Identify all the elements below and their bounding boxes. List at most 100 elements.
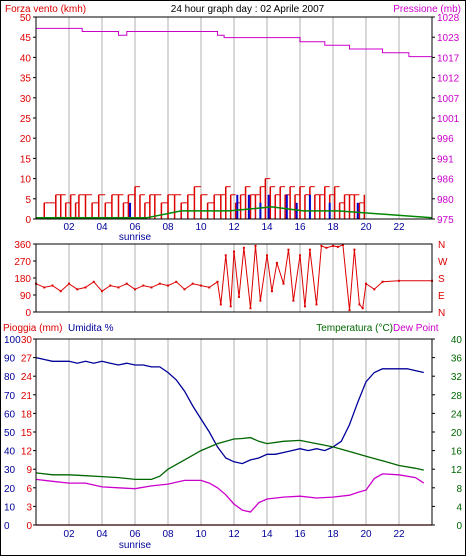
x-tick-label: 12 (228, 222, 240, 233)
temp-tick-label: 0 (456, 521, 462, 532)
x-tick-label: 16 (294, 222, 306, 233)
humidity-tick-label: 70 (4, 391, 16, 402)
temp-tick-label: 16 (451, 447, 463, 458)
wind-direction-point (358, 303, 361, 306)
avg-wind-line (36, 206, 433, 219)
compass-label: E (438, 291, 445, 302)
wind-direction-point (92, 280, 95, 283)
rain-tick-label: 0 (26, 521, 32, 532)
left-tick-label: 15 (20, 154, 32, 165)
right-tick-label: 991 (437, 154, 454, 165)
temp-tick-label: 24 (451, 409, 463, 420)
wind-direction-point (216, 280, 219, 283)
chart-title: 24 hour graph day : 02 Aprile 2007 (171, 4, 325, 15)
wind-direction-point (224, 254, 227, 257)
temp-tick-label: 36 (451, 354, 463, 365)
direction-tick-label: 180 (14, 274, 31, 285)
left-tick-label: 5 (25, 195, 31, 206)
wind-direction-point (43, 286, 46, 289)
wind-direction-point (237, 295, 240, 298)
temp-tick-label: 28 (451, 391, 463, 402)
x-tick-label: 22 (393, 529, 405, 540)
rain-tick-label: 24 (21, 372, 33, 383)
compass-label: N (438, 240, 445, 251)
sunrise-label: sunrise (119, 540, 152, 551)
wind-direction-point (353, 248, 356, 251)
humidity-tick-label: 20 (4, 484, 16, 495)
compass-label: N (438, 308, 445, 319)
plot-border-2 (35, 243, 433, 313)
left-tick-label: 40 (20, 53, 32, 64)
temp-tick-label: 32 (451, 372, 463, 383)
wind-direction-point (287, 248, 290, 251)
wind-direction-point (101, 290, 103, 293)
rain-tick-label: 9 (26, 465, 32, 476)
temp-tick-label: 40 (451, 335, 463, 346)
left-tick-label: 50 (20, 13, 32, 24)
x-tick-label: 20 (360, 529, 372, 540)
rain-tick-label: 12 (21, 447, 33, 458)
left-tick-label: 30 (20, 94, 32, 105)
x-tick-label: 08 (162, 529, 174, 540)
wind-direction-point (84, 286, 87, 289)
rain-tick-label: 18 (21, 409, 33, 420)
wind-direction-point (373, 288, 376, 291)
wind-direction-point (365, 282, 367, 285)
wind-direction-point (308, 248, 311, 251)
wind-direction-point (233, 250, 235, 253)
humidity-tick-label: 30 (4, 465, 16, 476)
right-tick-label: 1017 (437, 53, 460, 64)
sunrise-label: sunrise (119, 232, 152, 243)
wind-direction-point (59, 290, 62, 293)
wind-direction-point (208, 286, 211, 289)
wind-direction-point (266, 254, 268, 257)
wind-direction-point (315, 303, 318, 306)
direction-tick-label: 360 (14, 240, 31, 251)
plot-border-1 (35, 16, 433, 220)
x-tick-label: 04 (96, 222, 108, 233)
rain-tick-label: 30 (21, 335, 33, 346)
direction-tick-label: 0 (25, 308, 31, 319)
wind-direction-point (381, 280, 384, 283)
rain-tick-label: 21 (21, 391, 33, 402)
x-tick-label: 10 (195, 529, 207, 540)
rain-tick-label: 27 (21, 354, 33, 365)
temperature-axis-title: Temperatura (°C) (316, 323, 393, 334)
wind-direction-point (348, 309, 351, 312)
wind-direction-point (134, 288, 136, 291)
plot-border-3 (35, 338, 433, 526)
wind-direction-point (325, 246, 328, 249)
humidity-tick-label: 10 (4, 502, 16, 513)
x-tick-label: 14 (261, 222, 273, 233)
x-tick-label: 18 (327, 529, 339, 540)
wind-direction-point (191, 282, 194, 285)
wind-direction-point (109, 284, 112, 287)
direction-tick-label: 270 (14, 257, 31, 268)
wind-direction-point (249, 307, 252, 310)
x-tick-label: 08 (162, 222, 174, 233)
temp-tick-label: 8 (456, 484, 462, 495)
x-tick-label: 16 (294, 529, 306, 540)
x-tick-label: 22 (393, 222, 405, 233)
left-axis-title: Forza vento (kmh) (5, 4, 86, 15)
wind-direction-point (275, 261, 278, 264)
wind-direction-point (292, 299, 295, 302)
rain-tick-label: 3 (26, 502, 32, 513)
rain-tick-label: 15 (21, 428, 33, 439)
dewpoint-line (35, 473, 425, 513)
wind-direction-point (303, 305, 306, 308)
wind-direction-point (167, 284, 169, 287)
direction-tick-label: 90 (20, 291, 32, 302)
humidity-axis-title: Umidita % (68, 323, 114, 334)
wind-direction-point (320, 244, 323, 247)
wind-direction-point (242, 246, 245, 249)
humidity-tick-label: 90 (4, 354, 16, 365)
wind-direction-point (117, 286, 120, 289)
wind-direction-point (219, 303, 222, 306)
rain-tick-label: 6 (26, 484, 32, 495)
wind-direction-point (200, 284, 202, 287)
rain-axis-title: Pioggia (mm) (3, 323, 62, 334)
right-tick-label: 986 (437, 175, 454, 186)
